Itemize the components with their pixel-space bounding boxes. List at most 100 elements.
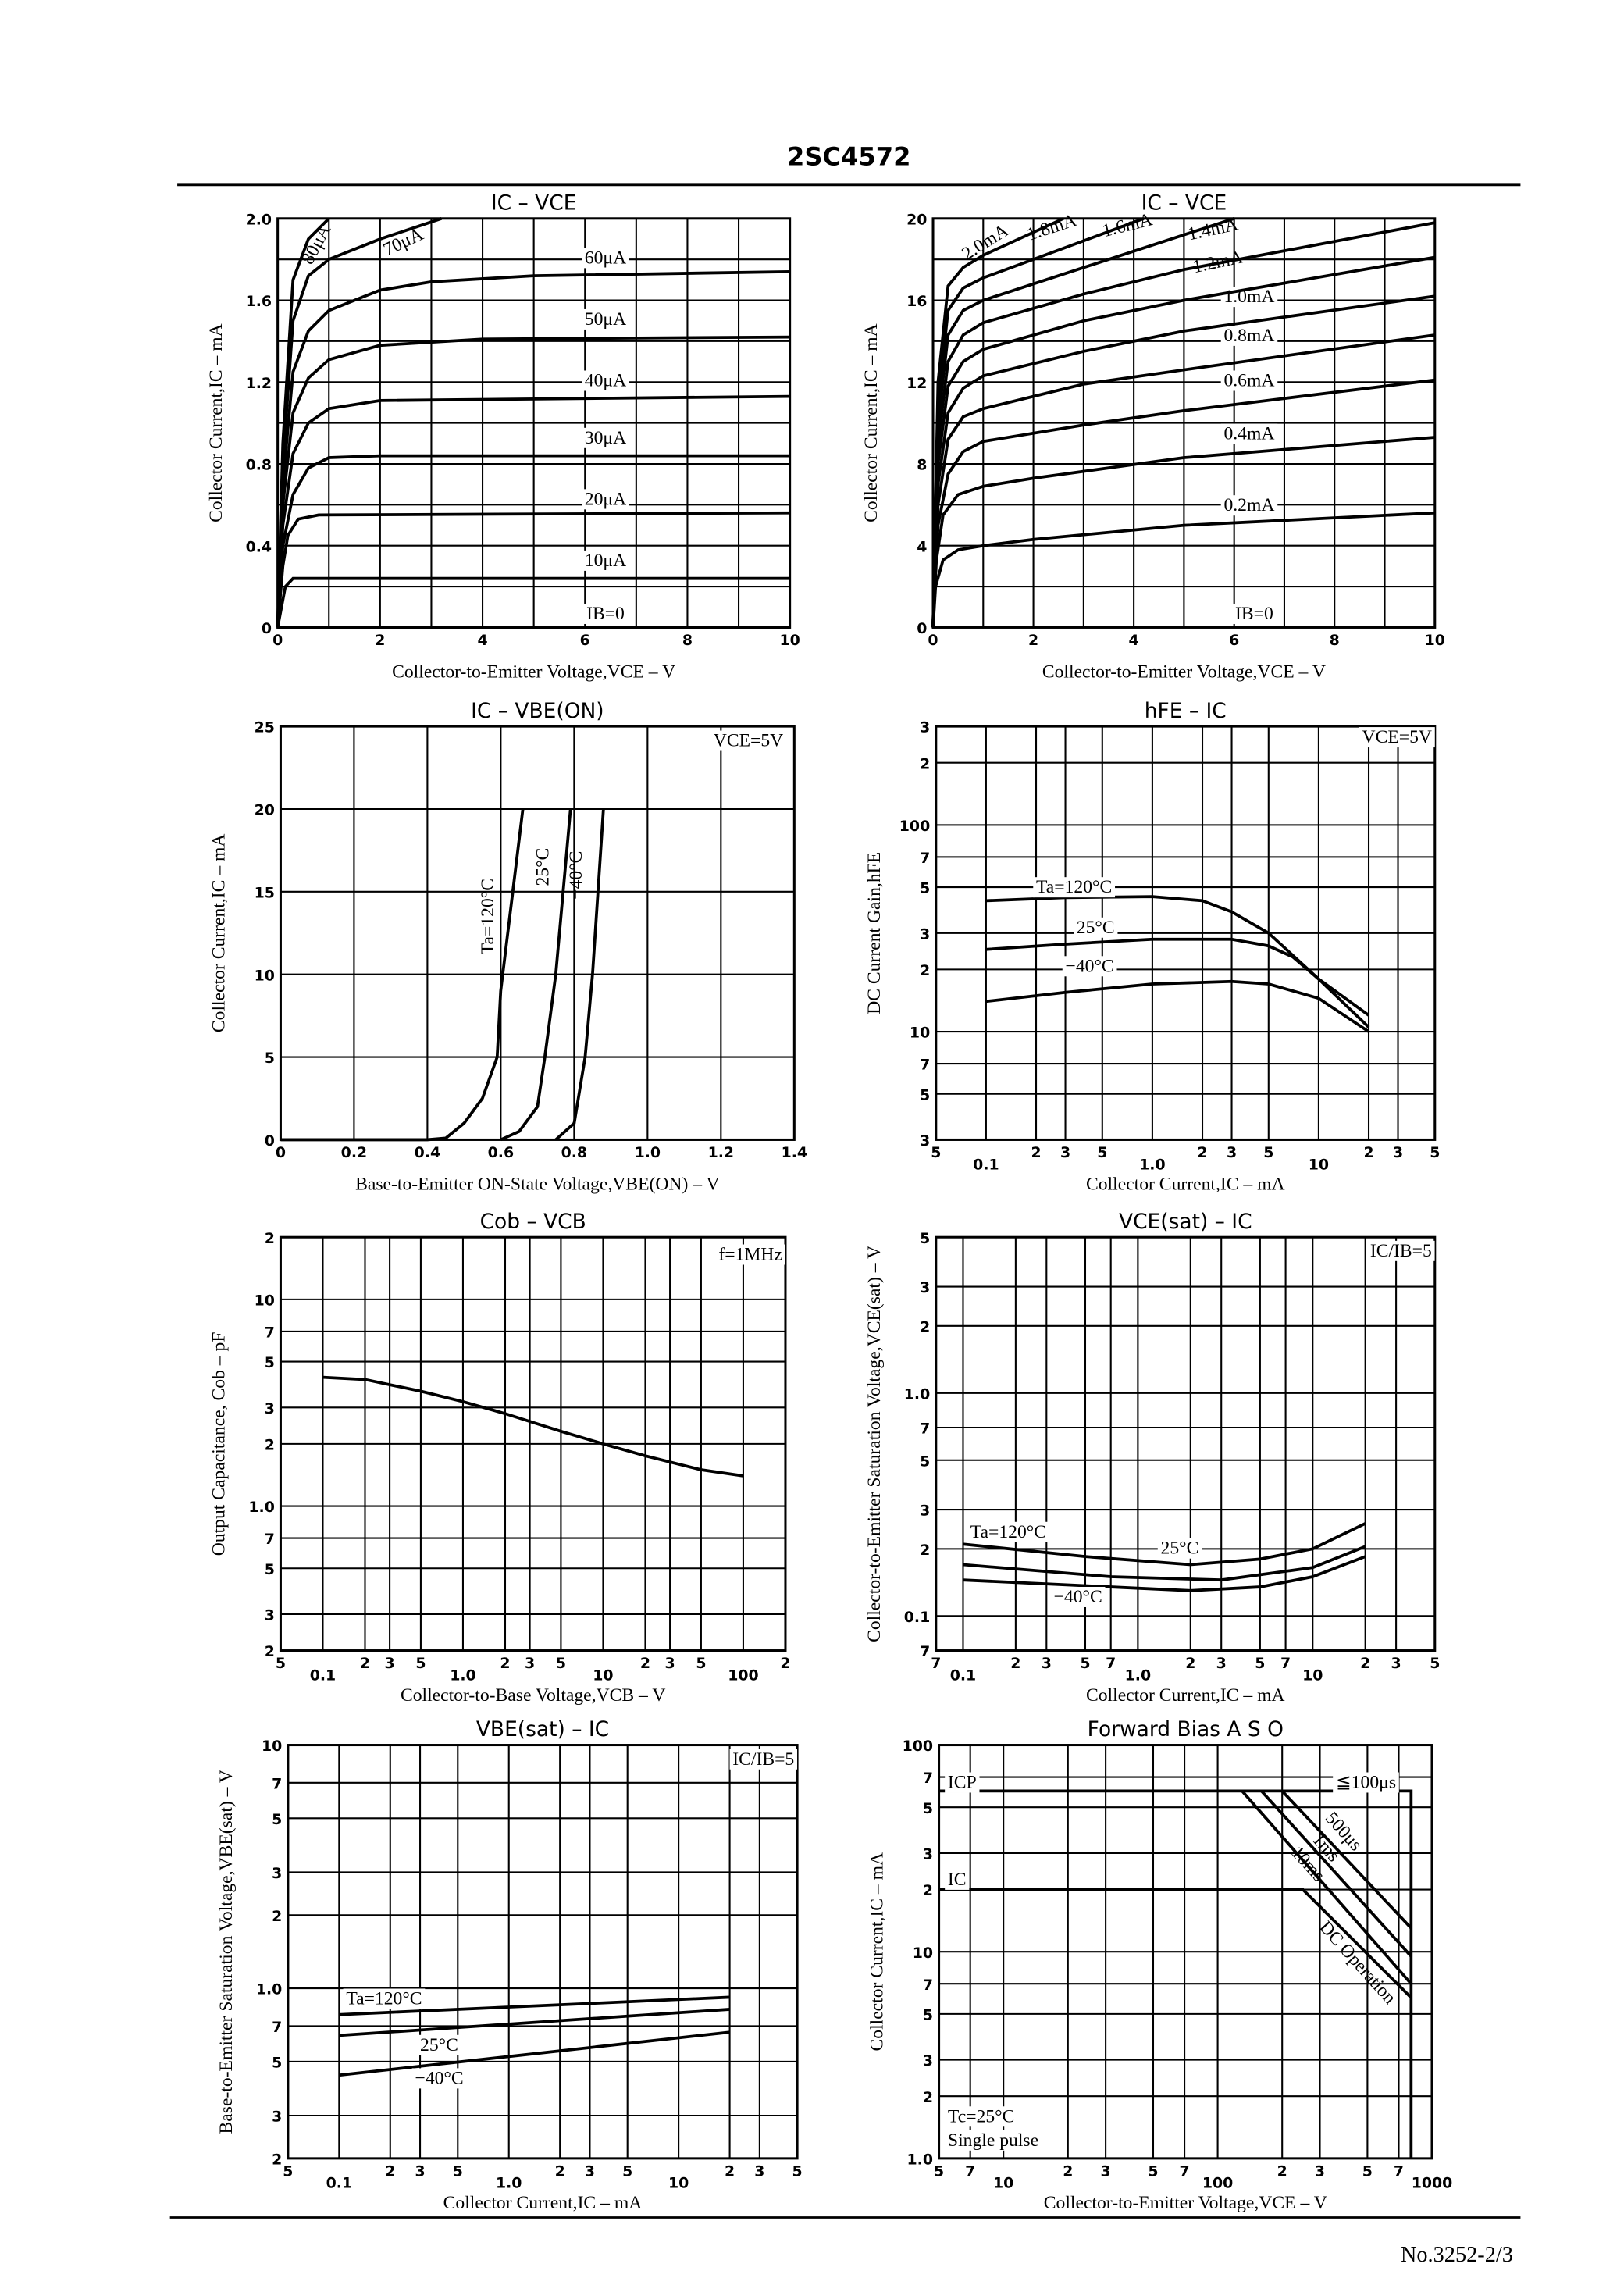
series-label: Ta=120°C (1036, 877, 1112, 897)
y-tick-label: 7 (920, 1643, 930, 1660)
y-tick-label: 1.0 (907, 2151, 933, 2168)
series-line (938, 1789, 1413, 2159)
label-background (411, 2068, 467, 2089)
y-tick-label: 3 (272, 2109, 282, 2126)
x-tick-label: 6 (580, 632, 590, 649)
grid (276, 217, 791, 629)
x-tick-label: 3 (665, 1655, 675, 1672)
x-tick-label: 0.1 (326, 2175, 352, 2192)
chart-annotation: IC/IB=5 (1370, 1241, 1432, 1261)
y-tick-label: 3 (265, 1400, 275, 1417)
x-tick-label: 5 (696, 1655, 706, 1672)
label-background (582, 550, 629, 571)
label-background (1220, 370, 1278, 391)
part-number-title: 2SC4572 (787, 142, 910, 172)
series-label: ≦100μs (1336, 1772, 1396, 1792)
series-line (1260, 1790, 1412, 1958)
series-line (985, 937, 1370, 1028)
grid (935, 1236, 1436, 1652)
x-tick-label: 7 (931, 1655, 941, 1672)
y-tick-label: 10 (262, 1738, 282, 1755)
chart-annotation: VCE=5V (714, 731, 783, 751)
label-background (582, 308, 629, 330)
label-background (1232, 603, 1277, 624)
series-line (500, 808, 572, 1142)
y-axis-label: Collector-to-Emitter Saturation Voltage,… (864, 1246, 885, 1642)
chart-annotation: VCE=5V (1362, 727, 1432, 747)
label-background (945, 1869, 970, 1890)
x-tick-label: 1.0 (635, 1144, 661, 1161)
plot-frame (279, 725, 796, 1141)
x-axis-label: Collector Current,IC – mA (1086, 1175, 1285, 1195)
x-tick-label: 2 (385, 2163, 395, 2180)
series-label: Ta=120°C (346, 1989, 422, 2009)
grid (287, 1744, 799, 2159)
x-tick-label: 5 (1263, 1144, 1273, 1161)
y-tick-label: 2 (265, 1230, 275, 1247)
x-tick-label: 5 (934, 2163, 944, 2180)
x-tick-label: 7 (965, 2163, 975, 2180)
x-tick-label: 3 (1216, 1655, 1227, 1672)
label-background (1367, 1240, 1435, 1261)
y-tick-label: 0 (917, 620, 927, 637)
x-tick-label: 2 (555, 2163, 565, 2180)
y-tick-label: 1.0 (248, 1499, 274, 1516)
x-tick-label: 0.8 (561, 1144, 587, 1161)
series-label: 20μA (585, 489, 626, 509)
y-axis-label: Collector Current,IC – mA (861, 323, 881, 522)
y-axis-label: Collector Current,IC – mA (209, 833, 230, 1032)
x-tick-label: 3 (525, 1655, 535, 1672)
chart-title: IC – VCE (491, 191, 577, 215)
y-tick-label: 100 (899, 818, 930, 835)
x-tick-label: 2 (1028, 632, 1038, 649)
x-tick-label: 1.0 (1125, 1667, 1151, 1684)
series-line (1241, 1790, 1412, 1985)
x-tick-label: 2 (780, 1655, 790, 1672)
x-tick-label: 10 (993, 2175, 1013, 2192)
x-tick-label: 0 (276, 1144, 286, 1161)
y-tick-label: 1.0 (904, 1385, 930, 1403)
series-line (931, 255, 1436, 628)
y-tick-label: 100 (903, 1738, 933, 1755)
y-tick-label: 20 (255, 802, 275, 819)
series-line (985, 979, 1370, 1033)
x-tick-label: 3 (1042, 1655, 1052, 1672)
series-label: 1.8mA (1024, 210, 1079, 245)
y-tick-label: 16 (906, 293, 927, 310)
y-tick-label: 3 (920, 1503, 930, 1520)
x-axis-label: Collector Current,IC – mA (443, 2193, 643, 2213)
grid (931, 217, 1436, 629)
series-line (1280, 1790, 1412, 1930)
y-tick-label: 10 (910, 1025, 930, 1042)
x-tick-label: 10 (593, 1667, 613, 1684)
series-line (931, 294, 1436, 628)
x-tick-label: 10 (1302, 1667, 1323, 1684)
x-tick-label: 5 (1148, 2163, 1158, 2180)
x-tick-label: 4 (477, 632, 487, 649)
plot-frame (931, 217, 1437, 629)
chart-title: Cob – VCB (480, 1210, 586, 1234)
y-tick-label: 10 (913, 1945, 933, 1962)
x-tick-label: 0.4 (415, 1144, 440, 1161)
y-tick-label: 15 (255, 884, 275, 901)
series-label: 2.0mA (959, 220, 1013, 264)
y-tick-label: 5 (265, 1050, 275, 1067)
y-tick-label: 2 (920, 1542, 930, 1559)
y-tick-label: 3 (920, 1279, 930, 1296)
grid (935, 725, 1436, 1141)
label-background (1050, 1586, 1106, 1607)
series-label: −40°C (1054, 1587, 1102, 1607)
series-line (276, 335, 790, 628)
y-tick-label: 5 (923, 2006, 933, 2023)
series-line (963, 1545, 1366, 1582)
label-background (1062, 956, 1117, 977)
y-tick-label: 7 (265, 1324, 275, 1341)
y-tick-label: 5 (265, 1354, 275, 1371)
x-tick-label: 2 (1010, 1655, 1020, 1672)
x-tick-label: 5 (1430, 1655, 1440, 1672)
y-tick-label: 5 (920, 880, 930, 897)
x-tick-label: 5 (1097, 1144, 1107, 1161)
series-label: 70μA (380, 224, 426, 260)
